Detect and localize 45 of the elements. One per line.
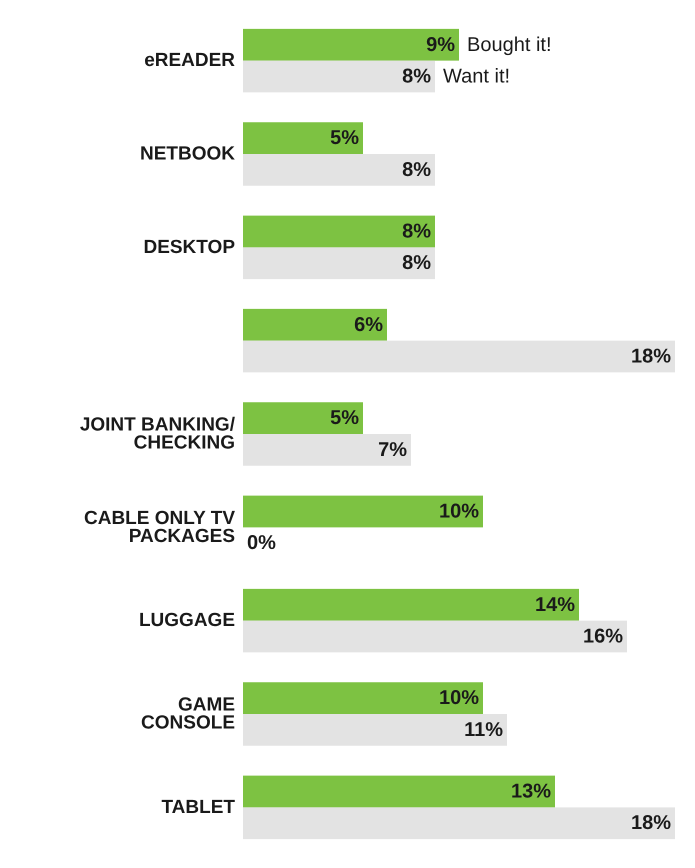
data-label: 18%: [630, 812, 672, 834]
data-label: 11%: [464, 718, 504, 741]
bar: [243, 714, 507, 746]
y-tick-label: NETBOOK: [140, 144, 236, 164]
data-label: 5%: [330, 127, 360, 150]
bar: [243, 434, 411, 466]
data-label: 7%: [378, 438, 408, 461]
bar: [243, 588, 579, 621]
data-label: 14%: [534, 594, 576, 616]
bar: [243, 60, 435, 92]
data-label: 16%: [582, 626, 624, 648]
bar: [243, 308, 387, 341]
data-label: 9%: [426, 34, 456, 56]
y-tick-label: TABLET: [161, 796, 236, 818]
bar: [243, 620, 627, 652]
data-label: 13%: [510, 780, 552, 802]
y-tick-label: JOINT BANKING/ CHECKING: [80, 414, 236, 454]
series-label: Bought it!: [467, 34, 552, 56]
bar: [243, 340, 675, 372]
bar: [243, 402, 363, 434]
data-label: 6%: [354, 314, 384, 336]
bar: [243, 496, 483, 528]
bar: [243, 807, 675, 840]
data-label: 10%: [438, 500, 480, 522]
data-label: 8%: [402, 158, 432, 181]
bar: [243, 247, 435, 280]
y-tick-label: LUGGAGE: [138, 610, 235, 632]
data-label: 8%: [402, 66, 432, 88]
y-tick-label: eREADER: [144, 50, 236, 72]
bar: [243, 122, 363, 154]
bar: [243, 682, 483, 714]
y-tick-label: DESKTOP: [143, 236, 236, 258]
bar: [243, 216, 435, 248]
bar: [243, 154, 435, 186]
data-label: 5%: [330, 407, 360, 430]
bar: [243, 28, 459, 61]
bar: [243, 776, 555, 808]
y-tick-label: GAME CONSOLE: [141, 694, 235, 734]
y-tick-label: CABLE ONLY TV PACKAGES: [84, 508, 236, 547]
data-label: 8%: [402, 252, 432, 274]
data-label: 18%: [630, 346, 672, 368]
data-label: 10%: [438, 687, 480, 710]
data-label: 0%: [247, 532, 276, 554]
data-label: 8%: [402, 220, 432, 242]
series-label: Want it!: [443, 66, 510, 88]
